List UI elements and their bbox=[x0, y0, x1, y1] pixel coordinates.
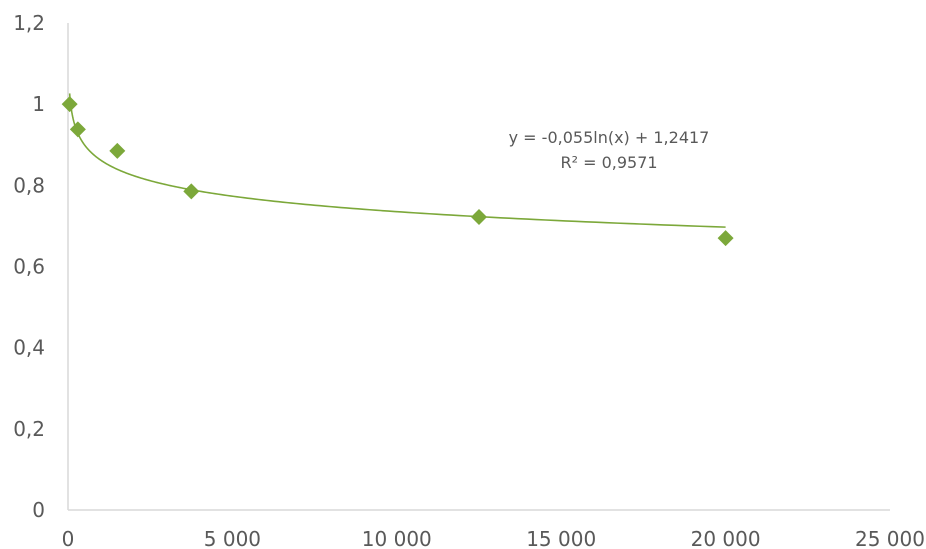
trendline-curve bbox=[68, 93, 726, 228]
y-tick-label: 0,4 bbox=[13, 336, 45, 360]
y-tick-label: 0 bbox=[32, 498, 45, 522]
x-tick-label: 25 000 bbox=[855, 527, 925, 549]
y-tick-label: 0,6 bbox=[13, 255, 45, 279]
y-tick-label: 1,2 bbox=[13, 11, 45, 35]
data-point bbox=[61, 96, 78, 113]
data-point bbox=[183, 183, 200, 200]
x-tick-label: 5 000 bbox=[204, 527, 261, 549]
y-tick-label: 1 bbox=[32, 92, 45, 116]
r-squared-label: R² = 0,9571 bbox=[560, 153, 657, 172]
trendline-equation: y = -0,055ln(x) + 1,2417 R² = 0,9571 bbox=[509, 128, 710, 172]
x-tick-label: 20 000 bbox=[691, 527, 761, 549]
data-point bbox=[717, 230, 734, 247]
x-tick-label: 0 bbox=[62, 527, 75, 549]
x-tick-label: 15 000 bbox=[526, 527, 596, 549]
data-point bbox=[69, 121, 86, 138]
y-tick-label: 0,2 bbox=[13, 417, 45, 441]
data-points bbox=[61, 96, 734, 247]
data-point bbox=[109, 142, 126, 159]
axes bbox=[67, 23, 890, 511]
tick-labels: 0 0,2 0,4 0,6 0,8 1 1,2 0 5 000 10 000 15 000 20 00… bbox=[13, 11, 925, 549]
equation-label: y = -0,055ln(x) + 1,2417 bbox=[509, 128, 710, 147]
y-tick-label: 0,8 bbox=[13, 173, 45, 197]
x-tick-label: 10 000 bbox=[362, 527, 432, 549]
data-point bbox=[471, 208, 487, 225]
trendline bbox=[68, 93, 726, 228]
